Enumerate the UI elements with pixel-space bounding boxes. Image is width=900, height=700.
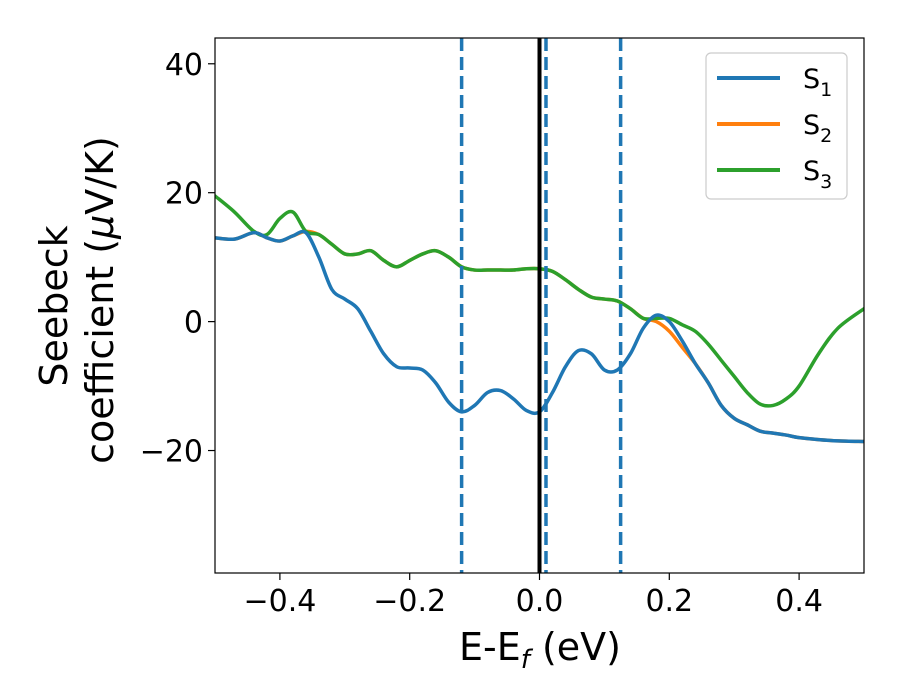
axis-ticks: −0.4 −0.2 0.0 0.2 0.4 −20 0 20 40 <box>140 48 823 619</box>
x-axis-title: E-Ef (eV) <box>459 625 621 675</box>
y-tick-label: 40 <box>165 48 203 83</box>
x-tick-label: 0.4 <box>775 584 823 619</box>
legend-label-s2: S2 <box>803 110 832 147</box>
reference-lines <box>459 38 623 573</box>
x-tick-label: −0.2 <box>373 584 446 619</box>
x-tick-label: 0.0 <box>516 584 564 619</box>
y-tick-label: 20 <box>165 177 203 212</box>
x-tick-label: −0.4 <box>243 584 316 619</box>
series-line-s3 <box>215 194 864 408</box>
series-line-s1 <box>215 229 864 444</box>
y-tick-label: −20 <box>140 435 203 470</box>
legend-label-s1: S1 <box>803 64 832 101</box>
x-tick-label: 0.2 <box>645 584 693 619</box>
y-axis-title-line1: Seebeck <box>32 225 76 386</box>
series-lines <box>215 194 864 444</box>
y-tick-label: 0 <box>184 306 203 341</box>
legend: S1 S2 S3 <box>705 52 848 200</box>
legend-label-s3: S3 <box>803 156 832 193</box>
y-axis-title-line2: coefficient (μV/K) <box>78 136 122 464</box>
